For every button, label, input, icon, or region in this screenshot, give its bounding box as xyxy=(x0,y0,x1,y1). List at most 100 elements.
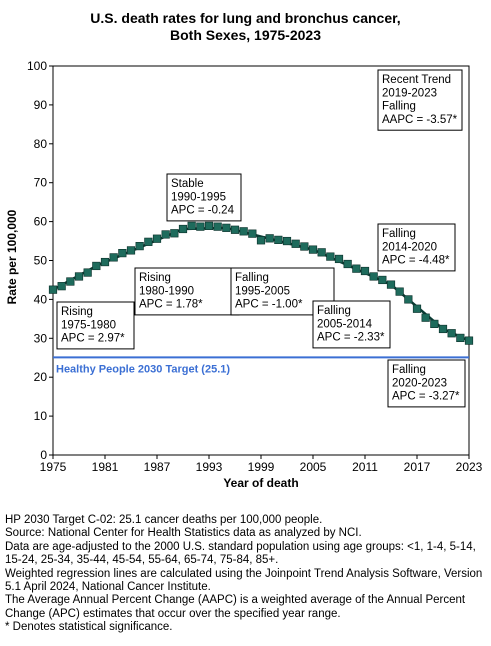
data-point xyxy=(395,287,404,296)
annotation-text: 1995-2005 xyxy=(235,285,290,297)
x-axis: 1975 1981 1987 1993 1999 2005 2011 2017 2023 xyxy=(40,455,483,474)
annotation-text: 1980-1990 xyxy=(139,285,194,297)
annotation-frame xyxy=(377,69,463,131)
annotation-frame xyxy=(312,300,391,349)
annotation-text: 2005-2014 xyxy=(317,318,373,330)
trend-segment xyxy=(312,248,392,286)
data-point xyxy=(256,236,266,245)
data-point xyxy=(456,333,465,343)
data-point xyxy=(352,264,361,273)
footnotes: HP 2030 Target C-02: 25.1 cancer deaths … xyxy=(5,514,487,635)
data-point xyxy=(430,319,439,329)
x-tick-label: 1981 xyxy=(92,460,119,474)
data-point xyxy=(161,230,170,239)
annotation-text: Stable xyxy=(171,178,204,190)
data-point xyxy=(187,221,196,230)
data-point xyxy=(326,252,335,261)
x-tick-label: 1993 xyxy=(196,460,223,474)
annotation-text: Rising xyxy=(139,272,171,284)
data-point xyxy=(230,225,240,234)
data-point xyxy=(300,242,309,251)
x-tick-label: 2011 xyxy=(352,460,378,474)
data-point xyxy=(126,246,136,255)
x-tick-label: 1987 xyxy=(144,460,171,474)
annotation-text: 2014-2020 xyxy=(382,241,437,253)
annotation-frame xyxy=(56,301,135,350)
y-tick-label: 10 xyxy=(34,409,48,423)
data-point xyxy=(274,235,283,244)
data-point xyxy=(447,329,456,338)
annotation-text: APC = 2.97* xyxy=(61,333,125,345)
annotation-text: 1975-1980 xyxy=(61,319,116,331)
y-tick-label: 100 xyxy=(27,59,47,73)
target-label: Healthy People 2030 Target (25.1) xyxy=(56,363,230,375)
y-axis: 0 10 20 30 40 50 60 70 80 90 100 xyxy=(27,59,53,462)
footnote: * Denotes statistical significance. xyxy=(5,621,173,634)
chart-title-line-1: U.S. death rates for lung and bronchus c… xyxy=(90,10,401,26)
y-tick-label: 90 xyxy=(34,98,48,112)
footnote: Source: National Center for Health Stati… xyxy=(5,527,362,540)
y-tick-label: 30 xyxy=(34,331,48,345)
target-line-group: Healthy People 2030 Target (25.1) xyxy=(53,356,469,375)
data-point xyxy=(222,223,231,232)
data-point xyxy=(57,282,66,291)
data-point xyxy=(92,261,101,271)
data-point xyxy=(404,295,413,304)
x-tick-label: 2023 xyxy=(456,460,483,474)
footnote: Weighted regression lines are calculated… xyxy=(5,567,483,594)
data-point xyxy=(265,234,274,243)
annotation-frame xyxy=(377,223,456,272)
annotation-text: APC = -4.48* xyxy=(382,255,450,267)
data-point xyxy=(282,236,292,246)
data-point xyxy=(118,249,127,258)
annotation-text: APC = -3.27* xyxy=(392,391,460,403)
footnote: The Average Annual Percent Change (AAPC)… xyxy=(5,594,466,620)
y-tick-label: 0 xyxy=(40,448,47,462)
annotation-text: Recent Trend xyxy=(382,74,451,86)
data-point xyxy=(178,224,188,234)
data-point xyxy=(66,277,75,286)
data-point xyxy=(152,234,162,243)
annotation-text: Falling xyxy=(382,101,416,113)
data-point xyxy=(317,248,326,257)
annotation-frame xyxy=(166,173,242,222)
data-point xyxy=(291,239,300,248)
annotation-text: AAPC = -3.57* xyxy=(382,114,458,126)
annotation-text: APC = -1.00* xyxy=(235,299,303,311)
data-point xyxy=(100,257,110,267)
annotation-text: Falling xyxy=(317,305,351,317)
annotation-text: Falling xyxy=(235,272,269,284)
footnote: HP 2030 Target C-02: 25.1 cancer deaths … xyxy=(5,514,323,526)
data-point xyxy=(196,222,205,231)
data-point xyxy=(109,253,118,262)
y-tick-label: 60 xyxy=(34,215,48,229)
annotation-text: Rising xyxy=(61,306,93,318)
data-point xyxy=(464,336,474,345)
annotation-frame xyxy=(387,359,466,408)
x-tick-label: 1999 xyxy=(248,460,275,474)
data-point xyxy=(369,272,378,281)
data-point xyxy=(213,222,222,231)
data-point xyxy=(421,313,430,322)
trend-segment xyxy=(442,327,470,342)
data-point xyxy=(308,245,318,254)
annotation-text: 1990-1995 xyxy=(171,191,226,203)
data-point xyxy=(248,229,257,238)
x-tick-label: 2017 xyxy=(404,460,431,474)
annotation-text: 2019-2023 xyxy=(382,87,437,99)
y-tick-label: 70 xyxy=(34,176,48,190)
annotation-text: 2020-2023 xyxy=(392,377,447,389)
data-point xyxy=(378,275,387,285)
annotation-frame xyxy=(134,267,240,316)
x-tick-label: 2005 xyxy=(300,460,327,474)
annotation-text: APC = 1.78* xyxy=(139,299,203,311)
data-point xyxy=(135,242,144,251)
x-tick-label: 1975 xyxy=(40,460,67,474)
y-tick-label: 80 xyxy=(34,137,48,151)
